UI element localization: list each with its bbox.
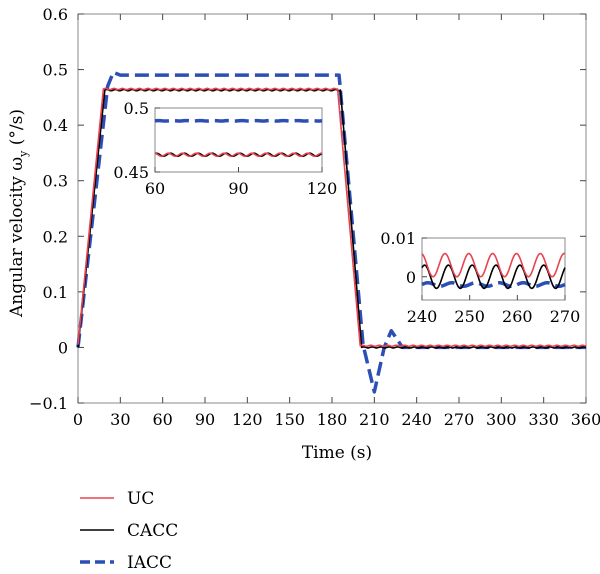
y-tick-label: 0.2 bbox=[43, 227, 68, 246]
x-tick-label: 30 bbox=[110, 410, 130, 429]
inset-y-tick-label: 0.45 bbox=[113, 163, 149, 182]
x-tick-label: 90 bbox=[195, 410, 215, 429]
y-tick-label: 0.5 bbox=[43, 61, 68, 80]
x-tick-label: 240 bbox=[401, 410, 432, 429]
series-line-uc bbox=[77, 87, 586, 348]
legend-label-uc: UC bbox=[127, 489, 154, 509]
x-axis-label: Time (s) bbox=[302, 443, 372, 463]
legend: UC CACC IACC bbox=[80, 489, 178, 573]
inset-y-tick-label: 0 bbox=[406, 268, 416, 287]
inset-x-tick-label: 250 bbox=[454, 307, 485, 326]
inset-plot-2: 240 250 260 270 0 0.01 bbox=[380, 229, 580, 326]
x-tick-label: 0 bbox=[73, 410, 83, 429]
y-tick-label: 0.4 bbox=[43, 116, 68, 135]
x-tick-label: 150 bbox=[274, 410, 305, 429]
inset-series-cacc bbox=[421, 264, 566, 290]
inset-plot-1: 60 90 120 0.45 0.5 bbox=[113, 99, 337, 198]
legend-label-iacc: IACC bbox=[127, 553, 172, 573]
inset-series-uc bbox=[154, 152, 323, 158]
inset-x-tick-label: 90 bbox=[228, 179, 248, 198]
inset-x-tick-label: 260 bbox=[502, 307, 533, 326]
x-tick-label: 210 bbox=[359, 410, 390, 429]
svg-text:Angular velocity ωy (°/s): Angular velocity ωy (°/s) bbox=[7, 109, 30, 318]
inset-x-tick-label: 270 bbox=[550, 307, 581, 326]
series-line-iacc bbox=[76, 70, 586, 394]
x-tick-label: 300 bbox=[486, 410, 517, 429]
x-tick-label: 360 bbox=[571, 410, 600, 429]
main-series bbox=[76, 70, 587, 394]
inset-x-tick-label: 120 bbox=[307, 179, 338, 198]
plot-frame bbox=[77, 13, 587, 404]
x-tick-label: 330 bbox=[528, 410, 559, 429]
y-axis-label-main: Angular velocity ω bbox=[7, 157, 27, 318]
main-axes: 0 30 60 90 120 150 180 210 240 270 300 330 360 −0.1 0 0… bbox=[29, 5, 600, 429]
inset-series-iacc bbox=[421, 281, 566, 288]
y-tick-label: 0.1 bbox=[43, 283, 68, 302]
inset-y-tick-label: 0.5 bbox=[124, 99, 149, 118]
inset-x-tick-label: 60 bbox=[145, 179, 165, 198]
inset-frame bbox=[154, 107, 323, 173]
y-tick-label: 0 bbox=[58, 338, 68, 357]
inset-series-uc bbox=[421, 252, 566, 278]
y-tick-label: 0.3 bbox=[43, 172, 68, 191]
inset-y-tick-label: 0.01 bbox=[380, 229, 416, 248]
x-tick-label: 180 bbox=[317, 410, 348, 429]
y-axis-label-subscript: y bbox=[17, 150, 30, 158]
y-axis-label: Angular velocity ωy (°/s) bbox=[7, 109, 30, 318]
inset-x-tick-label: 240 bbox=[407, 307, 438, 326]
x-tick-label: 120 bbox=[232, 410, 263, 429]
y-tick-label: −0.1 bbox=[29, 394, 68, 413]
x-tick-label: 270 bbox=[444, 410, 475, 429]
legend-label-cacc: CACC bbox=[127, 521, 178, 541]
x-tick-label: 60 bbox=[152, 410, 172, 429]
y-axis-label-unit: (°/s) bbox=[7, 109, 27, 151]
series-line-cacc bbox=[77, 88, 587, 349]
y-tick-label: 0.6 bbox=[43, 5, 68, 24]
